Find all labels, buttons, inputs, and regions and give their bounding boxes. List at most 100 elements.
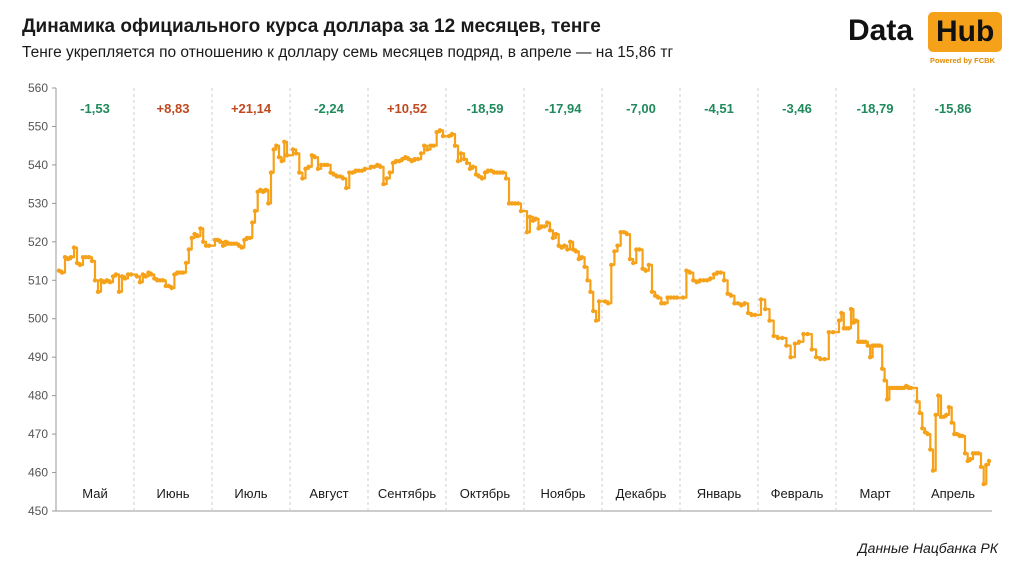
series-point	[533, 216, 538, 221]
series-point	[515, 201, 521, 206]
series-point	[877, 343, 882, 348]
series-point	[568, 239, 573, 244]
series-point	[591, 308, 596, 314]
month-label: Май	[82, 486, 107, 501]
series-point	[826, 330, 831, 335]
series-point	[149, 272, 154, 277]
series-point	[464, 160, 470, 166]
series-point	[59, 270, 65, 275]
y-tick-label: 550	[28, 119, 48, 133]
series-point	[542, 224, 547, 229]
series-point	[425, 147, 430, 152]
series-point	[95, 289, 101, 294]
series-point	[936, 393, 941, 398]
y-tick-label: 490	[28, 350, 48, 364]
series-point	[300, 176, 305, 181]
series-point	[836, 318, 842, 323]
series-point	[634, 247, 639, 252]
series-point	[917, 410, 922, 416]
series-point	[545, 220, 550, 225]
series-point	[649, 289, 655, 294]
series-point	[422, 143, 427, 148]
series-point	[428, 143, 433, 148]
series-point	[206, 243, 212, 248]
series-point	[701, 278, 706, 283]
series-point	[968, 456, 973, 462]
series-point	[809, 347, 814, 352]
series-point	[378, 164, 383, 169]
series-point	[933, 412, 938, 418]
series-point	[646, 262, 651, 268]
series-point	[393, 158, 399, 164]
series-point	[612, 249, 617, 254]
series-point	[381, 181, 386, 187]
series-point	[767, 318, 772, 323]
y-tick-label: 540	[28, 158, 48, 172]
series-point	[684, 268, 689, 273]
series-point	[322, 162, 327, 168]
series-point	[573, 249, 579, 254]
series-point	[978, 464, 984, 469]
logo-word-data: Data	[848, 14, 914, 47]
monthly-change-label: -18,79	[857, 101, 894, 116]
month-label: Апрель	[931, 486, 975, 501]
series-point	[92, 278, 98, 283]
series-point	[470, 164, 476, 169]
series-point	[914, 399, 920, 404]
monthly-change-label: +21,14	[231, 101, 272, 116]
monthly-change-label: -15,86	[935, 101, 972, 116]
series-point	[848, 306, 854, 312]
series-point	[880, 366, 885, 371]
series-point	[752, 312, 758, 318]
series-point	[763, 306, 768, 312]
series-point	[303, 166, 308, 171]
series-point	[319, 162, 324, 168]
series-point	[805, 331, 810, 337]
series-point	[412, 156, 417, 162]
monthly-change-label: +10,52	[387, 101, 427, 116]
series-point	[134, 274, 140, 279]
monthly-change-label: -1,53	[80, 101, 110, 116]
series-point	[665, 295, 670, 300]
y-tick-label: 500	[28, 312, 48, 326]
series-point	[562, 243, 567, 248]
series-point	[201, 239, 206, 244]
series-point	[403, 155, 408, 160]
series-point	[711, 272, 717, 277]
series-point	[440, 133, 446, 139]
series-point	[68, 255, 74, 260]
series-point	[986, 458, 992, 464]
y-tick-label: 520	[28, 235, 48, 249]
series-point	[865, 343, 870, 348]
series-point	[268, 170, 274, 175]
series-point	[801, 331, 806, 337]
series-point	[437, 128, 443, 133]
series-point	[745, 310, 751, 316]
series-point	[585, 278, 590, 283]
series-point	[113, 272, 119, 277]
series-point	[656, 295, 661, 300]
month-label: Ноябрь	[540, 486, 585, 501]
y-tick-label: 510	[28, 273, 48, 287]
series-point	[839, 310, 844, 316]
monthly-change-label: -2,24	[314, 101, 344, 116]
series-point	[183, 260, 189, 266]
y-tick-label: 560	[28, 81, 48, 95]
series-point	[637, 247, 642, 252]
series-point	[697, 278, 703, 283]
series-point	[500, 170, 506, 175]
series-point	[615, 243, 620, 248]
data-source: Данные Нацбанка РК	[857, 540, 998, 556]
series-point	[984, 462, 989, 468]
series-point	[725, 291, 730, 296]
series-point	[550, 235, 556, 241]
series-point	[220, 243, 226, 248]
series-point	[247, 235, 252, 241]
series-point	[276, 155, 282, 160]
month-label: Август	[309, 486, 348, 501]
series-point	[368, 164, 374, 169]
series-point	[643, 268, 648, 273]
series-point	[960, 433, 965, 439]
logo-word-hub: Hub	[928, 12, 1003, 52]
series-point	[818, 356, 823, 362]
